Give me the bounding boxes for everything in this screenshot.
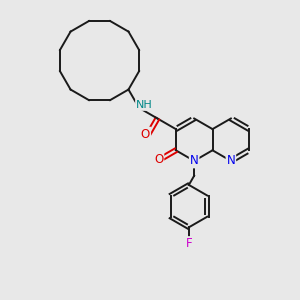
Text: F: F: [186, 237, 192, 250]
Text: O: O: [154, 153, 164, 166]
Text: N: N: [190, 154, 199, 167]
Text: N: N: [226, 154, 235, 167]
Text: NH: NH: [136, 100, 153, 110]
Text: O: O: [141, 128, 150, 141]
